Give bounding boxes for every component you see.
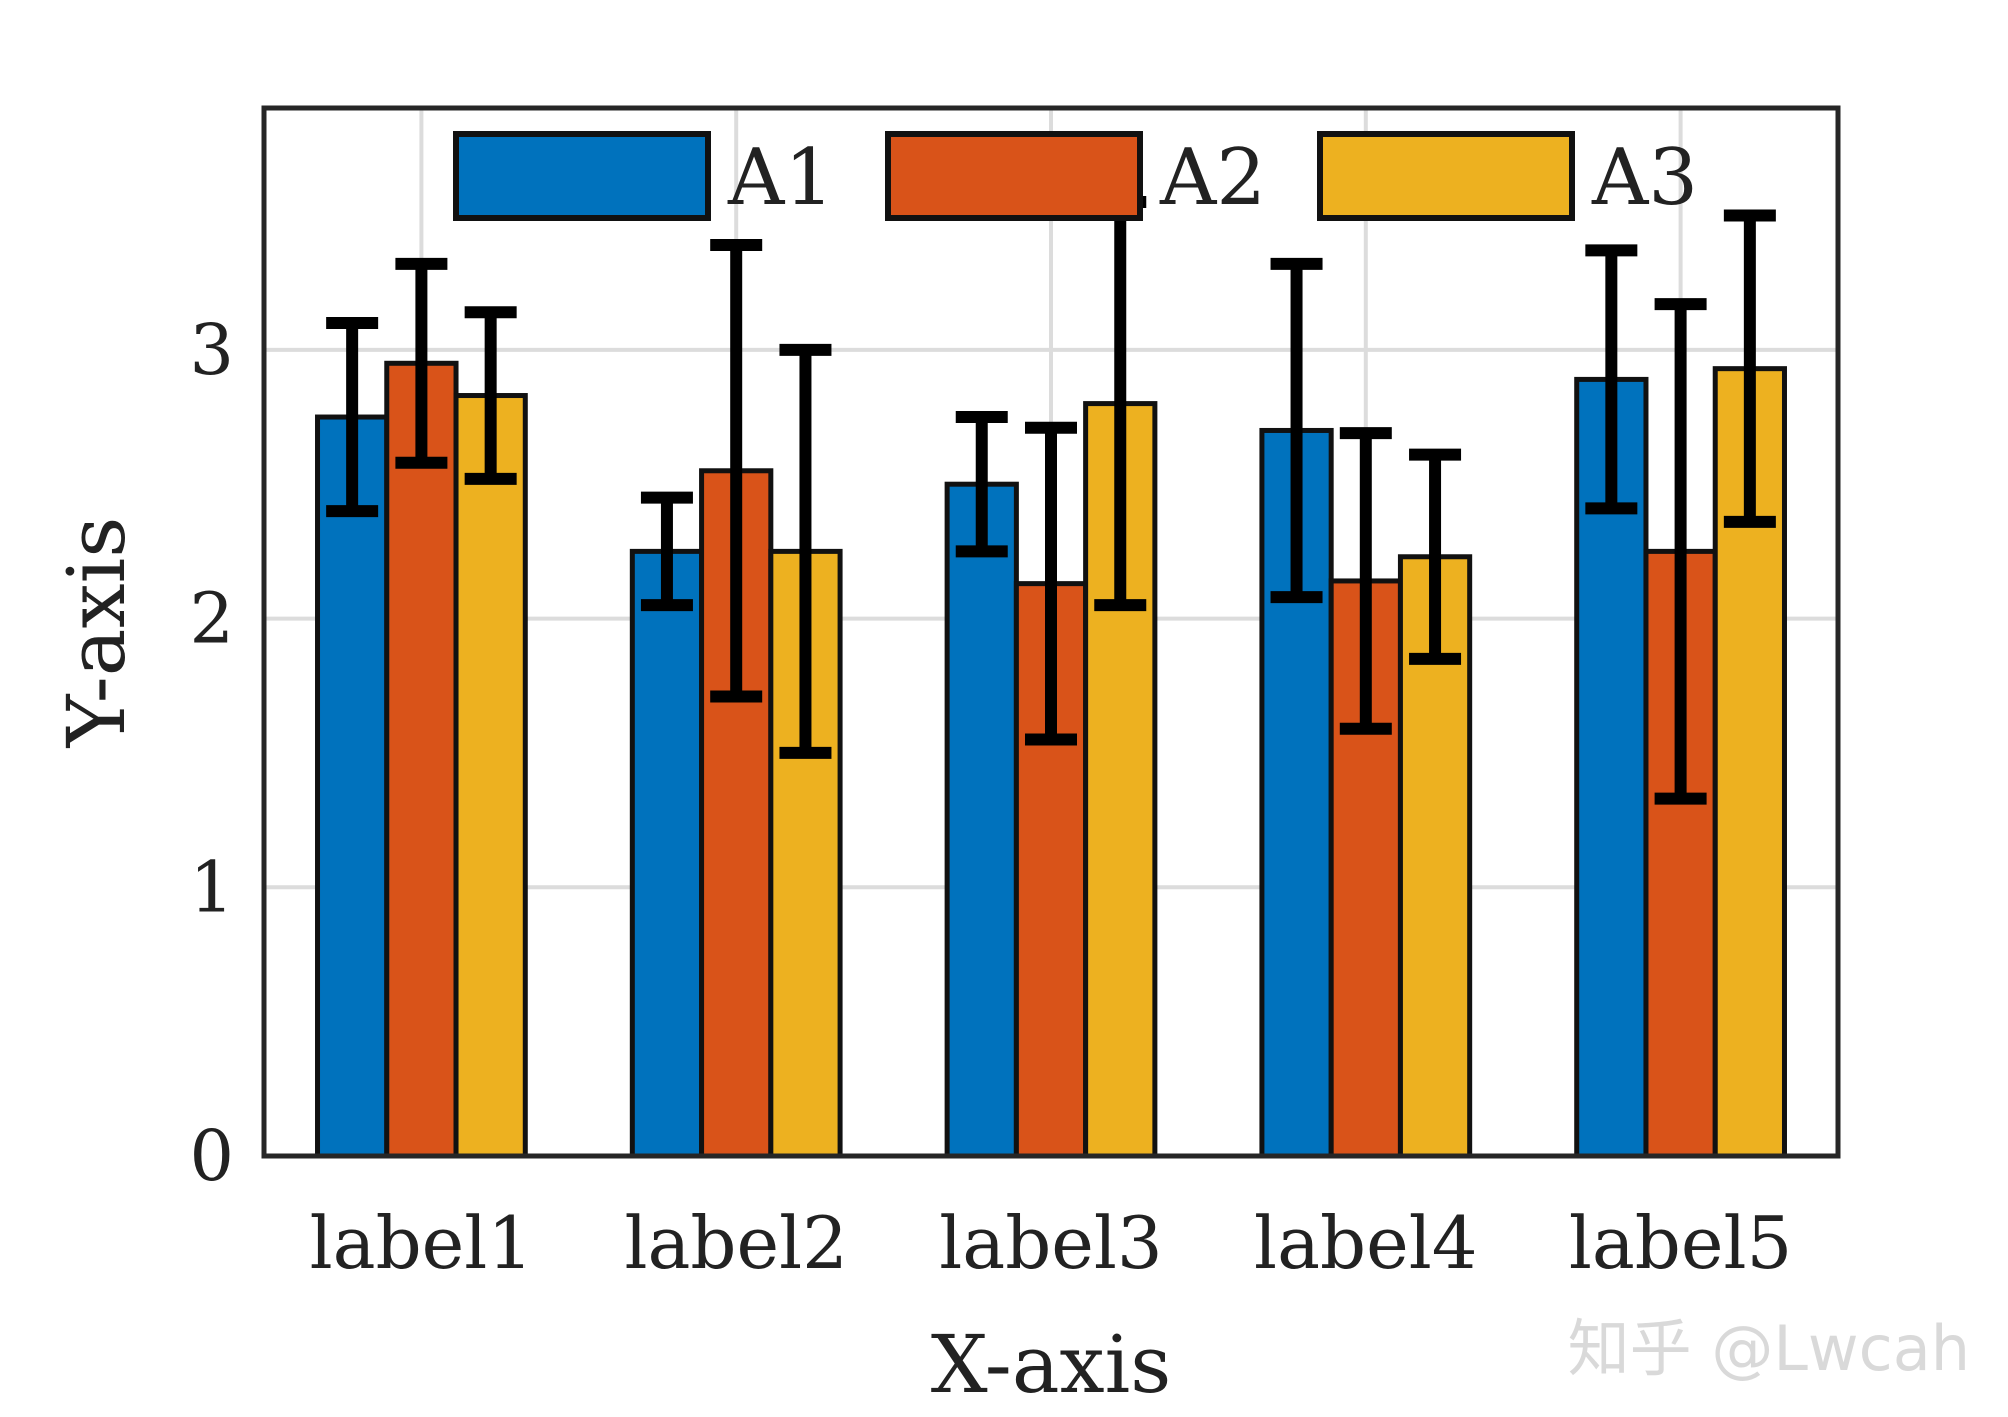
y-tick-labels: 0 1 2 3 [189,309,234,1197]
legend-label: A2 [1159,133,1266,223]
y-tick-label: 3 [189,309,234,391]
error-bar-a1-label5 [1585,244,1638,515]
error-bar-a2-label3 [1025,421,1077,746]
y-axis-label: Y-axis [50,517,143,749]
bar-a1-label2 [629,548,705,1159]
error-bar-a3-label2 [779,343,832,759]
error-bar-a3-label1 [464,306,517,485]
x-tick-label-label3: label3 [939,1201,1163,1285]
legend-swatch [453,131,711,221]
x-tick-label-label1: label1 [310,1201,534,1285]
x-tick-label-label5: label5 [1569,1201,1793,1285]
x-tick-labels: label1 label2 label3 label4 label5 [310,1201,1793,1285]
x-tick-label-label4: label4 [1254,1201,1478,1285]
error-bar-a1-label1 [326,316,379,518]
y-tick-label: 1 [189,846,234,928]
legend-label: A3 [1591,133,1698,223]
bar-a1-label1 [315,414,390,1159]
bar-a3-label1 [453,393,528,1159]
plot-frame [261,105,1841,1159]
y-tick-label: 2 [189,578,234,660]
watermark: 知乎 @Lwcah [1568,1312,1970,1385]
error-bar-a3-label5 [1723,209,1776,528]
error-bar-a3-label4 [1409,448,1462,665]
legend: A1 A2 A3 [453,131,1698,223]
error-bars [326,196,1776,805]
error-bar-a2-label1 [395,257,448,469]
error-bar-a1-label4 [1270,257,1323,604]
legend-entry-a3: A3 [1317,131,1698,223]
bars [315,360,1787,1159]
y-tick-label: 0 [189,1115,234,1197]
legend-swatch [1317,131,1575,221]
x-axis-label: X-axis [931,1318,1172,1411]
x-tick-label-label2: label2 [624,1201,848,1285]
legend-entry-a1: A1 [453,131,834,223]
error-bar-a1-label2 [640,491,693,612]
legend-label: A1 [727,133,834,223]
error-bar-a2-label4 [1339,427,1392,735]
error-bar-a2-label2 [710,239,763,703]
error-bar-a2-label5 [1654,298,1707,805]
legend-swatch [885,131,1143,221]
legend-entry-a2: A2 [885,131,1266,223]
bar-a2-label1 [384,360,459,1159]
bar-a1-label3 [944,481,1019,1159]
error-bar-a1-label3 [955,411,1008,558]
